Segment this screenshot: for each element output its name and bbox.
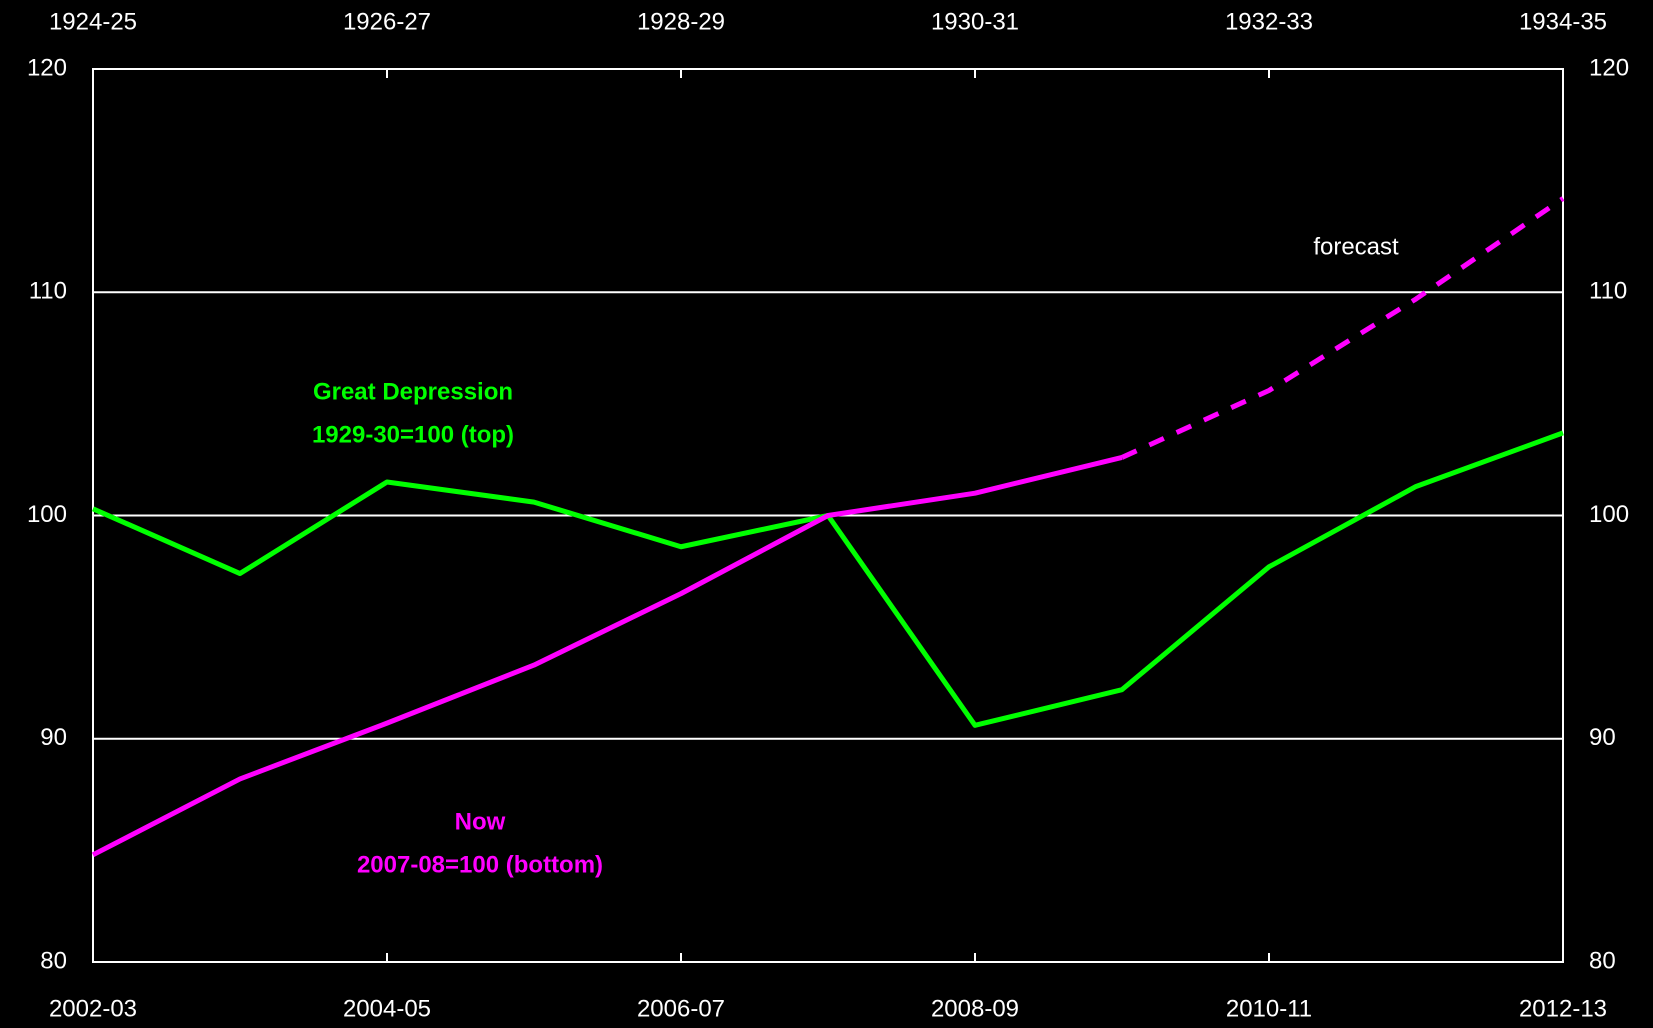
series-label: forecast — [1313, 233, 1399, 260]
x-tick-label: 2002-03 — [49, 995, 137, 1022]
y-tick-label: 100 — [27, 501, 67, 528]
y2-tick-label: 100 — [1589, 501, 1629, 528]
series-label: Great Depression — [313, 378, 513, 405]
top-tick-label: 1930-31 — [931, 8, 1019, 35]
plot-frame — [92, 68, 1564, 963]
top-tick-label: 1924-25 — [49, 8, 137, 35]
y-tick-label: 80 — [40, 947, 67, 974]
y2-tick-label: 110 — [1589, 278, 1627, 305]
top-tick-label: 1926-27 — [343, 8, 431, 35]
y-tick-label: 120 — [27, 54, 67, 81]
y2-tick-label: 90 — [1589, 724, 1616, 751]
y-tick-label: 90 — [40, 724, 67, 751]
x-tick-label: 2004-05 — [343, 995, 431, 1022]
series-line — [91, 455, 1123, 858]
top-tick-label: 1934-35 — [1519, 8, 1607, 35]
y2-tick-label: 80 — [1589, 947, 1616, 974]
x-tick-label: 2012-13 — [1519, 995, 1607, 1022]
top-tick-label: 1932-33 — [1225, 8, 1313, 35]
y-tick-label: 110 — [29, 278, 67, 305]
series-line — [1120, 196, 1565, 460]
series-note: 2007-08=100 (bottom) — [357, 851, 603, 878]
y2-tick-label: 120 — [1589, 54, 1629, 81]
series-label: Now — [455, 808, 506, 835]
top-tick-label: 1928-29 — [637, 8, 725, 35]
x-tick-label: 2006-07 — [637, 995, 725, 1022]
series-note: 1929-30=100 (top) — [312, 421, 514, 448]
x-tick-label: 2008-09 — [931, 995, 1019, 1022]
x-tick-label: 2010-11 — [1226, 995, 1312, 1022]
